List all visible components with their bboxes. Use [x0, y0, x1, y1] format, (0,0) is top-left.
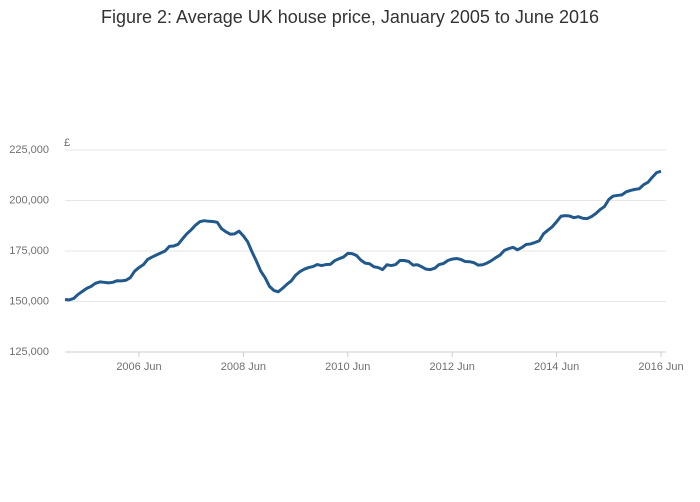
x-tick-label: 2006 Jun	[116, 361, 161, 373]
y-tick-label: 125,000	[9, 346, 49, 358]
x-tick-label: 2016 Jun	[638, 361, 683, 373]
y-tick-label: 225,000	[9, 144, 49, 156]
y-tick-label: 175,000	[9, 245, 49, 257]
x-tick-label: 2008 Jun	[221, 361, 266, 373]
y-axis-label: £	[64, 137, 70, 149]
y-tick-label: 200,000	[9, 194, 49, 206]
y-tick-label: 150,000	[9, 295, 49, 307]
x-tick-label: 2014 Jun	[534, 361, 579, 373]
line	[64, 169, 662, 302]
chart-title: Figure 2: Average UK house price, Januar…	[101, 7, 599, 27]
x-tick-label: 2010 Jun	[325, 361, 370, 373]
x-tick-label: 2012 Jun	[430, 361, 475, 373]
